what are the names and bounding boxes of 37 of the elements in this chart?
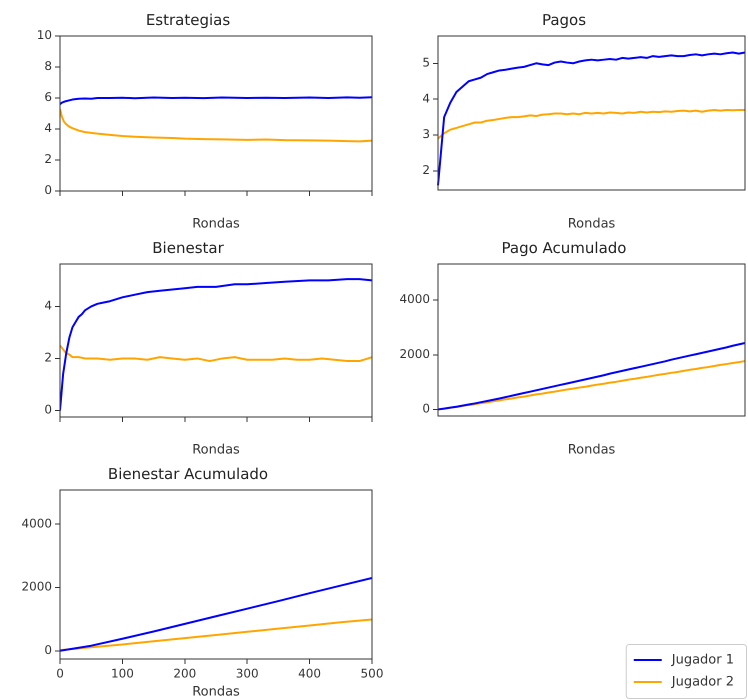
x-axis-title: Rondas (568, 442, 616, 458)
y-tick-label: 0 (44, 402, 52, 417)
y-tick-label: 0 (44, 183, 52, 198)
y-tick-label: 2000 (21, 580, 52, 594)
x-tick-label: 400 (298, 666, 322, 680)
y-tick-label: 4000 (21, 516, 52, 530)
y-tick-label: 3 (422, 127, 430, 142)
chart-title: Estrategias (146, 10, 230, 29)
y-tick-label: 2000 (399, 346, 430, 361)
x-axis-title: Rondas (192, 684, 240, 700)
x-tick-label: 300 (236, 666, 259, 680)
y-tick-label: 0 (44, 642, 52, 657)
legend-label: Jugador 2 (670, 674, 734, 690)
y-tick-label: 2 (44, 350, 52, 365)
chart-title: Bienestar Acumulado (108, 464, 268, 483)
y-tick-label: 4 (422, 91, 430, 106)
chart-title: Pagos (542, 10, 586, 29)
y-tick-label: 2 (422, 163, 430, 178)
x-tick-label: 200 (173, 666, 196, 680)
chart-title: Bienestar (152, 238, 225, 257)
y-tick-label: 4000 (399, 292, 430, 306)
y-tick-label: 2 (44, 152, 52, 166)
y-tick-label: 8 (44, 59, 52, 74)
y-tick-label: 6 (44, 90, 52, 104)
y-tick-label: 10 (36, 28, 52, 42)
x-tick-label: 100 (110, 666, 134, 680)
y-tick-label: 0 (422, 402, 430, 416)
legend-label: Jugador 1 (670, 652, 734, 668)
x-axis-title: Rondas (192, 216, 240, 232)
x-axis-title: Rondas (568, 216, 616, 232)
y-tick-label: 5 (422, 55, 430, 70)
y-tick-label: 4 (44, 298, 52, 313)
x-tick-label: 0 (56, 666, 64, 680)
x-axis-title: Rondas (192, 442, 240, 458)
chart-title: Pago Acumulado (502, 238, 626, 257)
x-tick-label: 500 (360, 666, 384, 680)
y-tick-label: 4 (44, 121, 52, 136)
